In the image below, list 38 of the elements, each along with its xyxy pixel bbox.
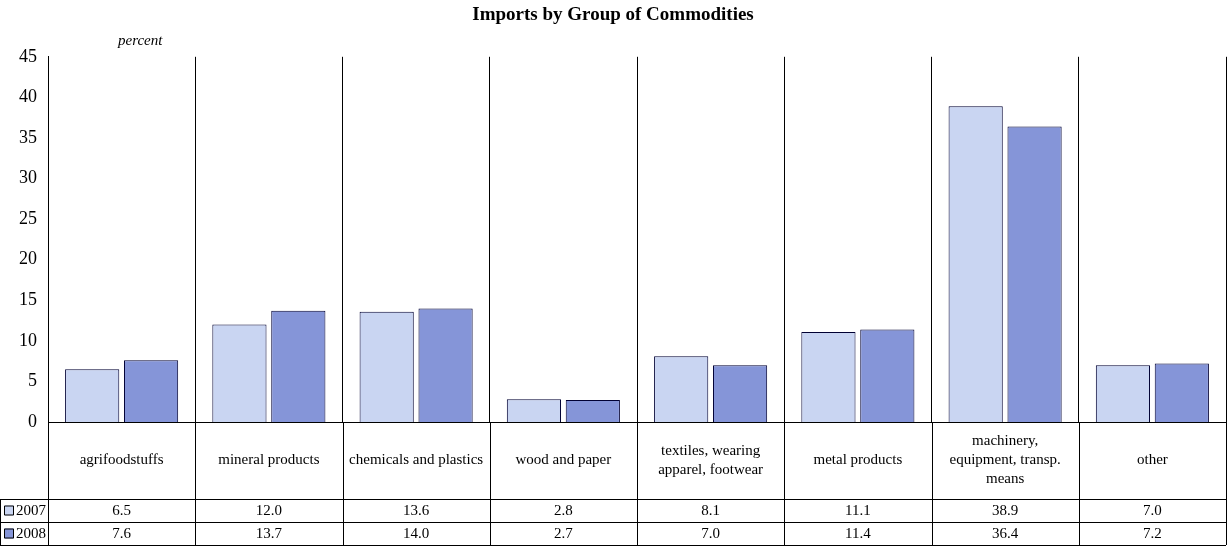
y-tick-label: 20: [19, 248, 37, 269]
legend-label: 2007: [16, 502, 47, 519]
y-tick-label: 10: [19, 329, 37, 350]
data-label: 7.6: [112, 525, 132, 542]
data-label: 7.2: [1143, 525, 1162, 542]
data-label: 13.7: [255, 525, 283, 542]
data-label: 2.8: [554, 502, 573, 519]
data-label: 7.0: [701, 525, 720, 542]
data-label: 11.4: [845, 525, 872, 542]
y-tick-label: 40: [19, 86, 37, 107]
legend-label: 2008: [16, 525, 46, 542]
data-label: 6.5: [112, 502, 131, 519]
y-tick-label: 25: [19, 207, 37, 228]
y-tick-label: 15: [19, 289, 37, 309]
x-tick-label: other: [1136, 451, 1168, 468]
y-tick-label: 5: [28, 370, 37, 391]
chart-title: Imports by Group of Commodities: [472, 3, 754, 25]
data-label: 13.6: [403, 502, 430, 519]
data-label: 14.0: [403, 525, 430, 542]
x-tick-label: mineral products: [218, 451, 320, 468]
y-tick-label: 35: [19, 126, 37, 147]
y-tick-label: 30: [19, 167, 37, 188]
y-tick-label: 45: [19, 45, 37, 66]
data-label: 2.7: [554, 525, 574, 542]
data-label: 7.0: [1143, 502, 1162, 519]
data-label: 8.1: [701, 502, 720, 519]
x-tick-label: textiles, wearing apparel, footwear: [658, 441, 764, 477]
data-label: 38.9: [992, 502, 1019, 519]
y-tick-label: 0: [28, 410, 37, 431]
data-label: 36.4: [992, 525, 1019, 542]
data-label: 12.0: [255, 502, 282, 519]
x-tick-label: agrifoodstuffs: [79, 451, 164, 468]
x-tick-label: metal products: [813, 451, 903, 468]
x-tick-label: chemicals and plastics: [349, 451, 484, 468]
y-axis-title: percent: [117, 32, 164, 49]
x-tick-label: machinery, equipment, transp. means: [949, 432, 1061, 487]
data-label: 11.1: [845, 502, 871, 519]
x-tick-label: wood and paper: [515, 451, 612, 468]
